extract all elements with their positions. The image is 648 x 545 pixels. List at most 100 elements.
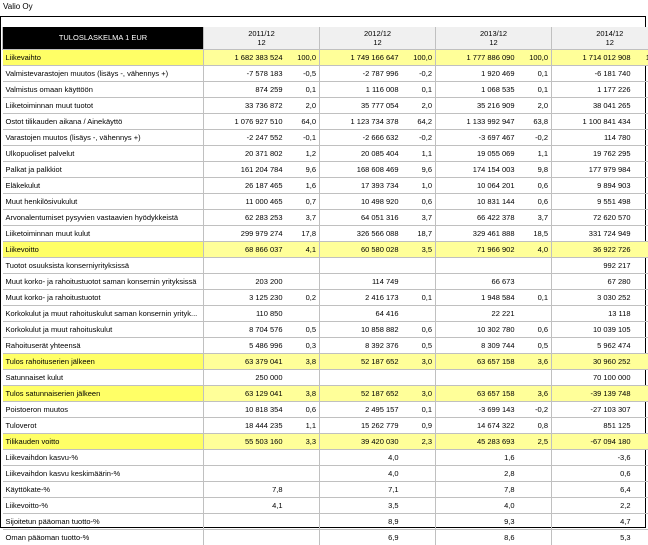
value-cell: 9 894 903	[552, 177, 634, 193]
value-cell: 10 818 354	[204, 401, 286, 417]
percent-cell	[286, 273, 320, 289]
value-cell: 1 714 012 908	[552, 49, 634, 65]
percent-cell	[518, 257, 552, 273]
value-cell: -6 181 740	[552, 65, 634, 81]
value-cell: -3 699 143	[436, 401, 518, 417]
value-cell: 4,0	[320, 449, 402, 465]
value-cell: 1 177 226	[552, 81, 634, 97]
value-cell: 6,9	[320, 529, 402, 545]
value-cell: 10 858 882	[320, 321, 402, 337]
value-cell: 114 749	[320, 273, 402, 289]
row-label: Liikevaihdon kasvu keskimäärin-%	[3, 465, 204, 481]
value-cell: 64 051 316	[320, 209, 402, 225]
value-cell: -2 666 632	[320, 129, 402, 145]
percent-cell	[518, 449, 552, 465]
value-cell: 13 118	[552, 305, 634, 321]
value-cell: 2 495 157	[320, 401, 402, 417]
value-cell: -39 139 748	[552, 385, 634, 401]
percent-cell: 100,0	[286, 49, 320, 65]
percent-cell: 0,1	[402, 401, 436, 417]
row-label: Liikevaihdon kasvu-%	[3, 449, 204, 465]
percent-cell	[402, 481, 436, 497]
period-months: 12	[373, 38, 381, 47]
value-cell: 0,6	[552, 465, 634, 481]
period-months: 12	[606, 38, 614, 47]
percent-cell: -0,2	[402, 65, 436, 81]
percent-cell: 18,7	[402, 225, 436, 241]
value-cell: 7,8	[436, 481, 518, 497]
percent-cell: 0,7	[286, 193, 320, 209]
value-cell: -27 103 307	[552, 401, 634, 417]
table-row: Muut korko- ja rahoitustuotot saman kons…	[3, 273, 648, 289]
percent-cell: 0,1	[402, 81, 436, 97]
percent-cell: 18,5	[518, 225, 552, 241]
percent-cell: 9,8	[518, 161, 552, 177]
percent-cell: 3,0	[402, 385, 436, 401]
row-label: Ostot tilikauden aikana / Ainekäyttö	[3, 113, 204, 129]
percent-cell: 3,8	[286, 353, 320, 369]
value-cell	[204, 529, 286, 545]
value-cell: 15 262 779	[320, 417, 402, 433]
percent-cell	[286, 305, 320, 321]
value-cell	[204, 465, 286, 481]
value-cell	[320, 257, 402, 273]
percent-cell: 1,8	[634, 353, 648, 369]
value-cell: 1 076 927 510	[204, 113, 286, 129]
row-label: Tuloverot	[3, 417, 204, 433]
value-cell: -2 247 552	[204, 129, 286, 145]
percent-cell: -0,5	[286, 65, 320, 81]
value-cell: 1,6	[436, 449, 518, 465]
percent-cell: 0,1	[518, 289, 552, 305]
percent-cell	[634, 449, 648, 465]
value-cell: 2 416 173	[320, 289, 402, 305]
period-label: 2012/12	[364, 29, 391, 38]
percent-cell: 2,0	[402, 97, 436, 113]
value-cell: -2 787 996	[320, 65, 402, 81]
value-cell: 17 393 734	[320, 177, 402, 193]
value-cell: 161 204 784	[204, 161, 286, 177]
value-cell: 8,9	[320, 513, 402, 529]
percent-cell: 1,2	[286, 145, 320, 161]
percent-cell: 4,1	[286, 241, 320, 257]
percent-cell	[402, 305, 436, 321]
value-cell: 70 100 000	[552, 369, 634, 385]
value-cell: 2,2	[552, 497, 634, 513]
percent-cell	[402, 449, 436, 465]
percent-cell: 0,6	[634, 177, 648, 193]
value-cell: 3 125 230	[204, 289, 286, 305]
row-label: Liiketoiminnan muut kulut	[3, 225, 204, 241]
percent-cell: 0,6	[518, 321, 552, 337]
value-cell: 64 416	[320, 305, 402, 321]
value-cell: 8 392 376	[320, 337, 402, 353]
value-cell: 63 657 158	[436, 353, 518, 369]
report-title: TULOSLASKELMA 1 EUR	[3, 27, 204, 49]
value-cell: 6,4	[552, 481, 634, 497]
value-cell: 20 085 404	[320, 145, 402, 161]
value-cell: 1 682 383 524	[204, 49, 286, 65]
row-label: Eläkekulut	[3, 177, 204, 193]
percent-cell: 0,8	[518, 417, 552, 433]
percent-cell: 19,4	[634, 225, 648, 241]
table-row: Arvonalentumiset pysyvien vastaavien hyö…	[3, 209, 648, 225]
percent-cell	[518, 369, 552, 385]
row-label: Valmistevarastojen muutos (lisäys -, väh…	[3, 65, 204, 81]
value-cell: 66 422 378	[436, 209, 518, 225]
percent-cell: 3,7	[286, 209, 320, 225]
percent-cell: 0,5	[518, 337, 552, 353]
value-cell: 35 216 909	[436, 97, 518, 113]
percent-cell: 0,5	[286, 321, 320, 337]
percent-cell	[634, 465, 648, 481]
percent-cell: -2,3	[634, 385, 648, 401]
value-cell: 10 498 920	[320, 193, 402, 209]
